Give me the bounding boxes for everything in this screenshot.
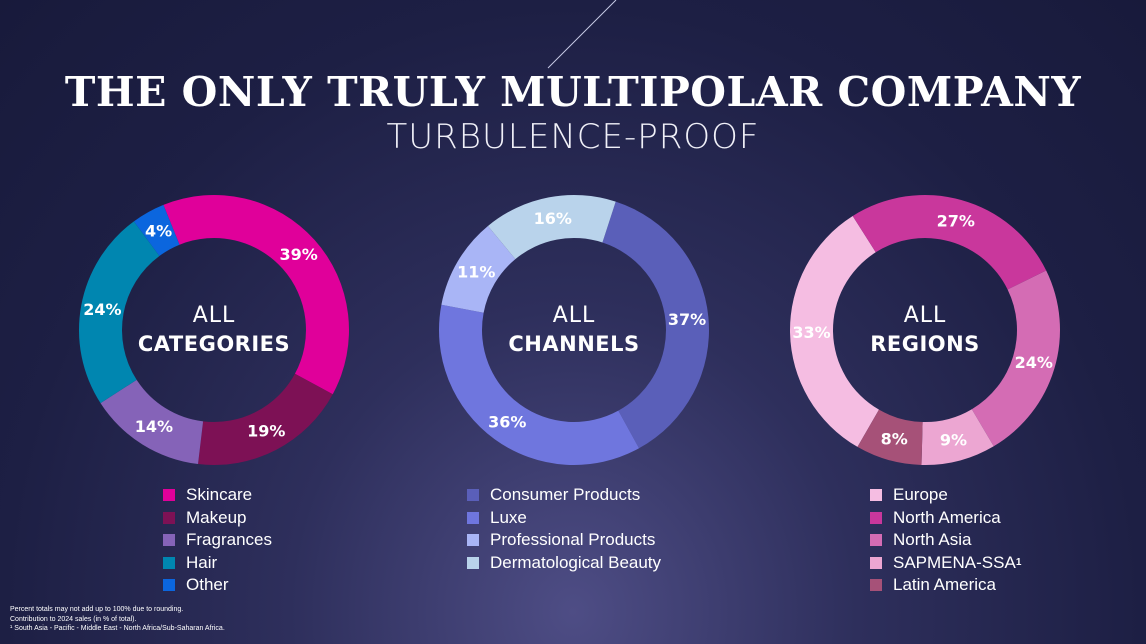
legend-item-other: Other — [163, 574, 272, 597]
legend-label: Hair — [186, 552, 218, 572]
slice-consumer-products — [602, 201, 709, 449]
data-label-dermatological-beauty: 16% — [534, 209, 572, 228]
slice-other — [133, 204, 180, 256]
data-label-other: 4% — [145, 221, 172, 240]
legend-swatch — [467, 534, 479, 547]
categories-legend: Skincare Makeup Fragrances Hair Other — [163, 484, 272, 597]
slice-fragrances — [100, 379, 204, 465]
legend-swatch — [467, 556, 479, 569]
legend-label: Luxe — [490, 507, 527, 527]
footnote-marker: 1 — [1015, 557, 1022, 569]
legend-label: North Asia — [893, 530, 972, 550]
legend-item-north-america: North America — [870, 507, 1021, 530]
data-label-consumer-products: 37% — [668, 310, 706, 329]
legend-swatch — [467, 511, 479, 524]
legend-label: Professional Products — [490, 530, 656, 550]
slice-skincare — [163, 195, 349, 395]
legend-item-fragrances: Fragrances — [163, 529, 272, 552]
regions-center-label: ALL REGIONS — [785, 190, 1065, 470]
legend-label: Skincare — [186, 485, 253, 505]
data-label-north-america: 27% — [937, 211, 975, 230]
legend-label: Europe — [893, 485, 948, 505]
legend-item-makeup: Makeup — [163, 507, 272, 530]
legend-label: Fragrances — [186, 530, 272, 550]
data-label-hair: 24% — [83, 300, 121, 319]
legend-item-consumer-products: Consumer Products — [467, 484, 661, 507]
legend-item-professional-products: Professional Products — [467, 529, 661, 552]
slice-north-america — [852, 195, 1047, 290]
legend-label: Dermatological Beauty — [490, 552, 662, 572]
slice-europe — [790, 215, 879, 447]
categories-donut-chart: 39% 19% 14% 24% 4% ALL CATEGORIES — [74, 190, 354, 470]
categories-center-line2: CATEGORIES — [137, 332, 291, 356]
footnotes: Percent totals may not add up to 100% du… — [10, 605, 225, 634]
data-label-fragrances: 14% — [135, 417, 173, 436]
legend-label: Makeup — [186, 507, 247, 527]
slice-north-asia — [971, 270, 1060, 447]
data-label-luxe: 36% — [488, 412, 526, 431]
legend-swatch — [163, 534, 175, 547]
legend-item-sapmena-ssa: SAPMENA-SSA 1 — [870, 552, 1021, 575]
footnote-contribution: Contribution to 2024 sales (in % of tota… — [10, 615, 137, 623]
slice-latin-america — [857, 409, 923, 465]
channels-legend: Consumer Products Luxe Professional Prod… — [467, 484, 661, 574]
legend-swatch — [870, 579, 882, 592]
regions-donut-svg: 33% 27% 24% 9% 8% — [790, 195, 1060, 465]
legend-swatch — [870, 534, 882, 547]
categories-donut-svg: 39% 19% 14% 24% 4% — [79, 195, 349, 465]
legend-swatch — [163, 511, 175, 524]
channels-donut-svg: 37% 36% 11% 16% — [439, 195, 709, 465]
categories-center-label: ALL CATEGORIES — [74, 190, 354, 470]
legend-item-dermatological-beauty: Dermatological Beauty — [467, 552, 661, 575]
data-label-sapmena-ssa: 9% — [940, 430, 967, 449]
legend-swatch — [870, 556, 882, 569]
legend-item-latin-america: Latin America — [870, 574, 1021, 597]
data-label-north-asia: 24% — [1015, 353, 1053, 372]
legend-label: Consumer Products — [490, 485, 641, 505]
legend-label: North America — [893, 507, 1001, 527]
data-label-makeup: 19% — [247, 421, 285, 440]
regions-donut-chart: 33% 27% 24% 9% 8% ALL REGIONS — [785, 190, 1065, 470]
slice-sapmena-ssa — [921, 409, 994, 465]
legend-label: SAPMENA-SSA — [893, 552, 1016, 572]
legend-swatch — [163, 579, 175, 592]
channels-donut-chart: 37% 36% 11% 16% ALL CHANNELS — [434, 190, 714, 470]
legend-label: Latin America — [893, 575, 996, 595]
slice-professional-products — [441, 225, 516, 313]
regions-center-line2: REGIONS — [870, 332, 980, 356]
page-title: THE ONLY TRULY MULTIPOLAR COMPANY — [64, 68, 1082, 116]
legend-swatch — [163, 556, 175, 569]
slice-luxe — [439, 304, 640, 465]
data-label-professional-products: 11% — [457, 263, 495, 282]
regions-legend: Europe North America North Asia SAPMENA-… — [870, 484, 1021, 597]
legend-label: Other — [186, 575, 229, 595]
legend-swatch — [870, 489, 882, 502]
legend-swatch — [163, 489, 175, 502]
data-label-europe: 33% — [792, 323, 830, 342]
slice-dermatological-beauty — [487, 195, 616, 260]
regions-center-line1: ALL — [903, 303, 947, 328]
slice-hair — [79, 221, 160, 404]
legend-item-luxe: Luxe — [467, 507, 661, 530]
legend-item-skincare: Skincare — [163, 484, 272, 507]
data-label-latin-america: 8% — [881, 430, 908, 449]
footnote-rounding: Percent totals may not add up to 100% du… — [10, 606, 184, 613]
footnote-region-definition: ¹ South Asia - Pacific - Middle East - N… — [10, 625, 225, 632]
page-subtitle: TURBULENCE-PROOF — [386, 117, 760, 157]
legend-item-hair: Hair — [163, 552, 272, 575]
channels-center-line1: ALL — [552, 303, 596, 328]
legend-swatch — [870, 511, 882, 524]
legend-item-europe: Europe — [870, 484, 1021, 507]
channels-center-line2: CHANNELS — [508, 332, 640, 356]
slice-makeup — [198, 373, 333, 465]
categories-center-line1: ALL — [192, 303, 236, 328]
channels-center-label: ALL CHANNELS — [434, 190, 714, 470]
legend-item-north-asia: North Asia — [870, 529, 1021, 552]
legend-swatch — [467, 489, 479, 502]
data-label-skincare: 39% — [279, 245, 317, 264]
